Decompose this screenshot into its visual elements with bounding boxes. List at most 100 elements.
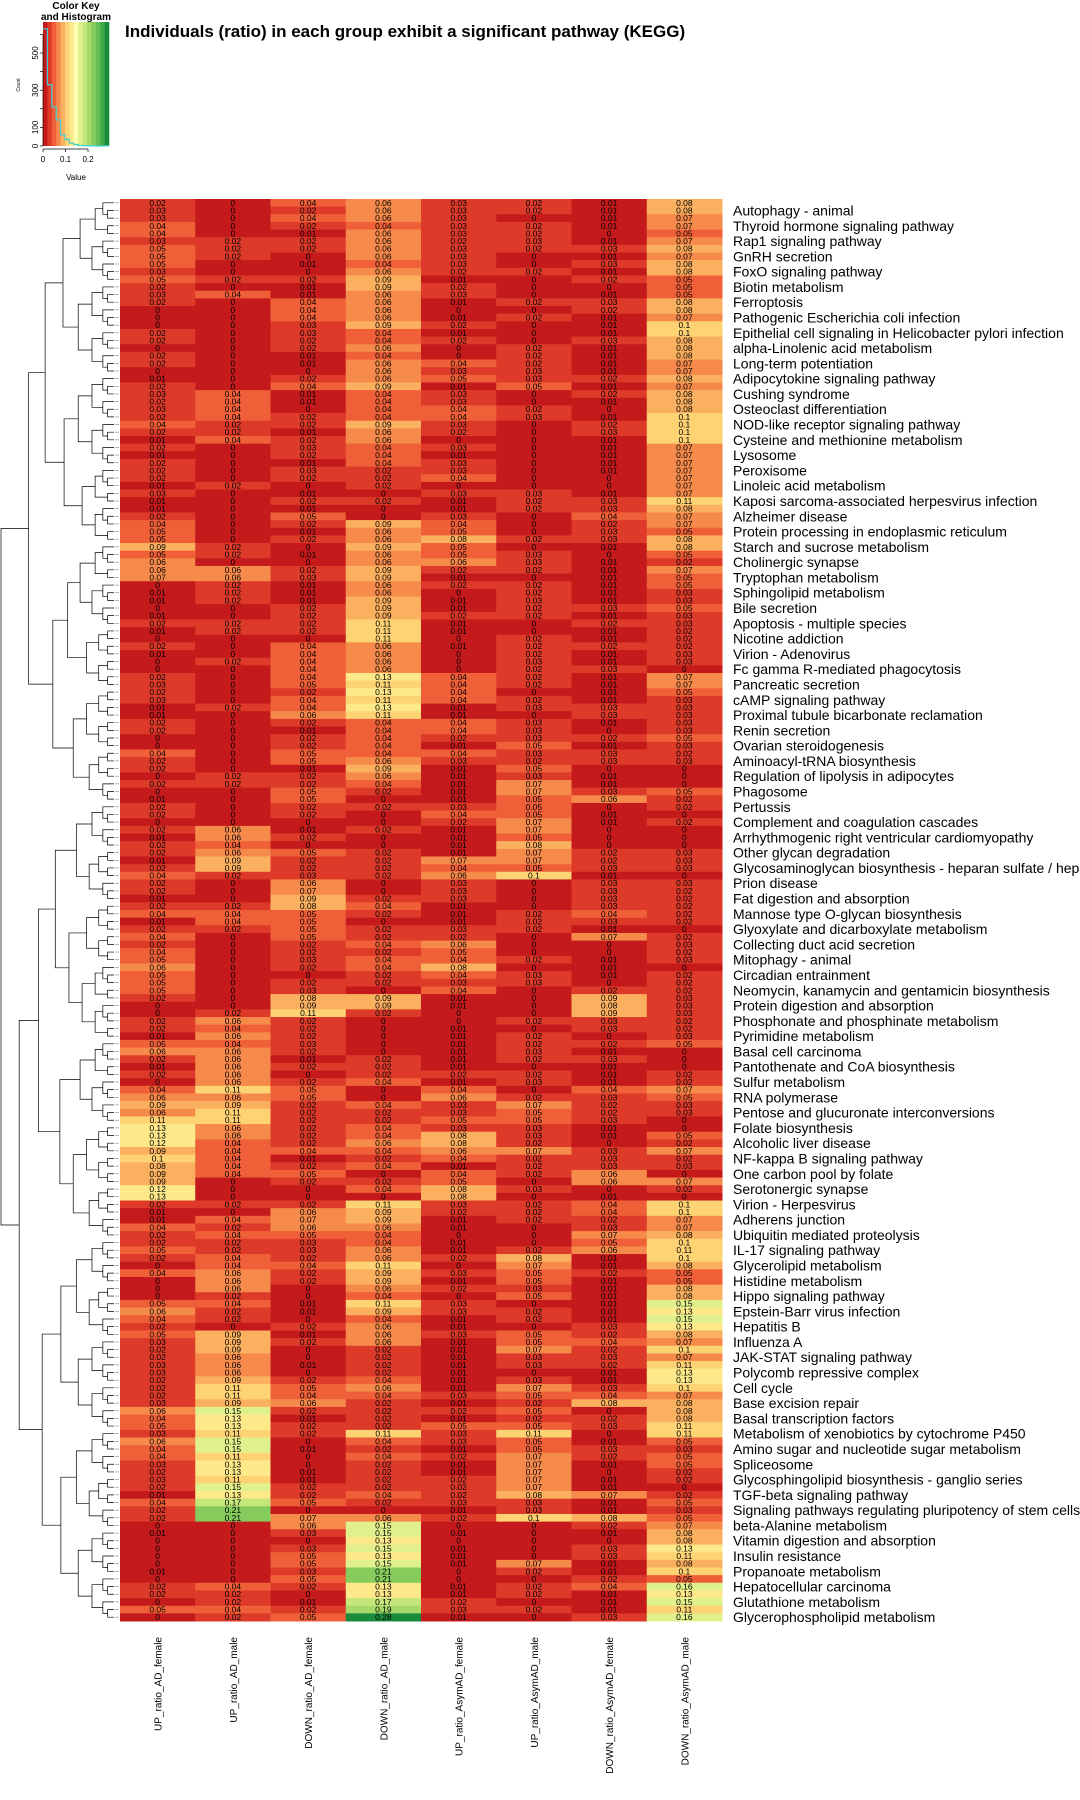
row-label: Pentose and glucuronate interconversions — [733, 1105, 995, 1121]
heatmap-cell — [496, 932, 572, 942]
heatmap-cell — [571, 604, 648, 613]
heatmap-cell — [120, 512, 196, 521]
heatmap-cell — [496, 351, 572, 361]
heatmap-cell — [120, 1605, 196, 1614]
heatmap-cell — [120, 588, 196, 598]
cell-value-label: 0 — [155, 664, 160, 674]
cell-value-label: 0 — [155, 366, 160, 376]
heatmap-cell — [421, 1529, 497, 1538]
heatmap-cell — [571, 955, 648, 965]
cell-value-label: 0.02 — [300, 802, 317, 812]
heatmap-cell — [496, 252, 572, 261]
heatmap-cell — [120, 680, 196, 689]
heatmap-cell — [345, 543, 422, 552]
color-key-bin — [82, 22, 88, 146]
cell-value-label: 0.03 — [526, 557, 543, 567]
heatmap-cell — [120, 695, 196, 705]
cell-value-label: 0 — [155, 1077, 160, 1087]
heatmap-cell — [120, 1093, 196, 1102]
heatmap-cell — [270, 1185, 347, 1194]
cell-value-label: 0.06 — [375, 664, 392, 674]
dendrogram-branch — [91, 590, 103, 615]
heatmap-cell — [345, 344, 422, 353]
heatmap-cell — [646, 489, 723, 498]
cell-value-label: 0.02 — [676, 978, 693, 988]
cell-value-label: 0.01 — [149, 374, 166, 384]
cell-value-label: 0.03 — [149, 1459, 166, 1469]
cell-value-label: 0.04 — [450, 672, 467, 682]
heatmap-cell — [195, 497, 271, 506]
heatmap-cell — [270, 504, 347, 513]
cell-value-label: 0 — [155, 580, 160, 590]
cell-value-label: 0.03 — [526, 771, 543, 781]
dendrogram-branch — [107, 1609, 114, 1618]
heatmap-cell — [421, 1231, 497, 1240]
cell-value-label: 0.02 — [676, 802, 693, 812]
heatmap-cell — [496, 1483, 572, 1492]
heatmap-cell — [496, 848, 572, 857]
heatmap-cell — [120, 489, 196, 498]
heatmap-cell — [496, 726, 572, 735]
heatmap-cell — [270, 1559, 347, 1568]
cell-value-label: 0.03 — [300, 328, 317, 338]
cell-value-label: 0 — [456, 657, 461, 667]
cell-value-label: 0.05 — [300, 1085, 317, 1095]
heatmap-cell — [496, 1017, 572, 1026]
cell-value-label: 0 — [607, 832, 612, 842]
dendrogram-branch — [28, 372, 53, 685]
cell-value-label: 0.04 — [450, 404, 467, 414]
cell-value-label: 0.16 — [676, 1612, 693, 1622]
heatmap-cell — [496, 1200, 572, 1209]
cell-value-label: 0.01 — [601, 1498, 618, 1508]
cell-value-label: 0 — [532, 328, 537, 338]
dendrogram-branch — [102, 546, 114, 559]
cell-value-label: 0.1 — [678, 320, 690, 330]
cell-value-label: 0.06 — [225, 1131, 242, 1141]
heatmap-cell — [345, 458, 422, 468]
cell-value-label: 0.04 — [225, 1253, 242, 1263]
heatmap-cell — [421, 726, 497, 735]
cell-value-label: 0.01 — [450, 901, 467, 911]
heatmap-cell — [195, 680, 271, 689]
heatmap-cell — [496, 283, 572, 292]
heatmap-cell — [120, 1345, 196, 1354]
heatmap-cell — [646, 971, 723, 980]
cell-value-label: 0.02 — [601, 1360, 618, 1370]
heatmap-cell — [195, 1384, 271, 1393]
heatmap-cell — [571, 550, 648, 559]
heatmap-cell — [646, 1529, 723, 1538]
heatmap-cell — [270, 1139, 347, 1148]
cell-value-label: 0.03 — [450, 465, 467, 475]
cell-value-label: 0.03 — [601, 894, 618, 904]
heatmap-cell — [496, 642, 572, 651]
cell-value-label: 0.01 — [601, 442, 618, 452]
heatmap-cell — [195, 1460, 271, 1469]
cell-value-label: 0.06 — [225, 565, 242, 575]
cell-value-label: 0.04 — [375, 404, 392, 414]
heatmap-cell — [270, 1414, 347, 1423]
cell-value-label: 0.05 — [149, 1299, 166, 1309]
heatmap-cell — [496, 604, 572, 613]
dendrogram-branch — [94, 972, 108, 995]
cell-value-label: 0.02 — [526, 1054, 543, 1064]
heatmap-cell — [270, 413, 347, 422]
heatmap-cell — [195, 344, 271, 353]
heatmap-cell — [571, 680, 648, 689]
cell-value-label: 0 — [231, 718, 236, 728]
cell-value-label: 0.02 — [526, 1138, 543, 1148]
heatmap-cell — [120, 879, 196, 888]
heatmap-cell — [195, 787, 271, 796]
cell-value-label: 0.01 — [450, 840, 467, 850]
cell-value-label: 0 — [231, 496, 236, 506]
dendrogram-branch — [77, 1549, 92, 1597]
cell-value-label: 0.01 — [601, 1459, 618, 1469]
heatmap-cell — [646, 1299, 723, 1309]
heatmap-cell — [646, 1070, 723, 1079]
cell-value-label: 0.11 — [676, 1605, 692, 1615]
heatmap-cell — [270, 688, 347, 697]
cell-value-label: 0 — [381, 809, 386, 819]
cell-value-label: 0.08 — [526, 840, 543, 850]
cell-value-label: 0.06 — [450, 871, 467, 881]
row-label: Virion - Adenovirus — [733, 646, 850, 662]
